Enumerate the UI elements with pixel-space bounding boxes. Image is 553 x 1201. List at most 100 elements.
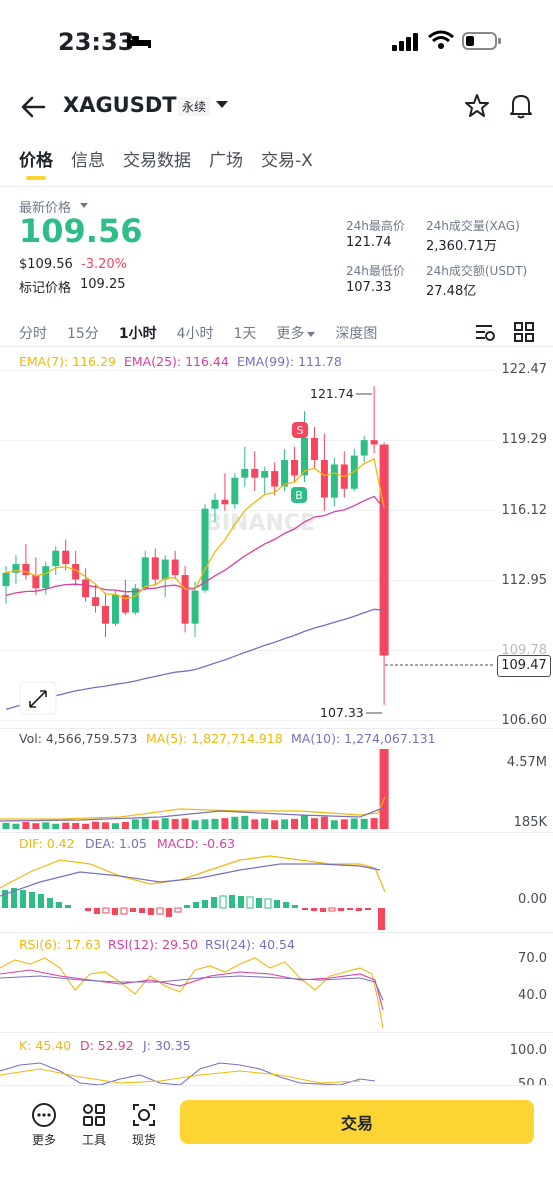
volume-bar bbox=[340, 819, 348, 829]
tab-price[interactable]: 价格 bbox=[19, 151, 53, 171]
volume-bar bbox=[281, 819, 289, 829]
volume-bar bbox=[231, 816, 239, 829]
volume-bar bbox=[191, 820, 199, 829]
sell-marker[interactable]: S bbox=[292, 422, 308, 438]
high-annotation-label: 121.74 bbox=[310, 386, 354, 401]
binance-watermark: BINANCE bbox=[205, 511, 315, 536]
kdj-j-line bbox=[0, 1062, 376, 1085]
volume-bar bbox=[320, 816, 328, 829]
current-price-tag[interactable]: 109.47 bbox=[497, 655, 551, 677]
buy-marker[interactable]: B bbox=[291, 487, 307, 503]
interval-more[interactable]: 更多 bbox=[276, 323, 316, 343]
candle-body bbox=[320, 460, 328, 498]
volume-bar bbox=[72, 823, 80, 829]
macd-axis-tick: 0.00 bbox=[518, 892, 547, 907]
volume-bar bbox=[261, 818, 269, 829]
price-axis-tick: 109.78 bbox=[501, 643, 548, 658]
candle-body bbox=[141, 557, 149, 589]
volume-bar bbox=[291, 818, 299, 829]
expand-chart-button[interactable] bbox=[19, 681, 57, 715]
candle-body bbox=[102, 605, 109, 624]
volume-24h-value: 2,360.71万 bbox=[426, 239, 497, 254]
volume-bar bbox=[82, 823, 90, 829]
interval-selector: 分时 15分 1小时 4小时 1天 更多 深度图 bbox=[19, 323, 397, 343]
candle-body bbox=[171, 559, 179, 576]
price-axis-tick: 106.60 bbox=[501, 713, 548, 728]
spot-label: 现货 bbox=[131, 1133, 156, 1147]
depth-chart-tab[interactable]: 深度图 bbox=[335, 326, 378, 342]
price-axis-tick: 122.47 bbox=[501, 362, 548, 377]
candle-body bbox=[121, 594, 129, 613]
volume-bar bbox=[102, 822, 109, 829]
rsi-axis-tick: 70.0 bbox=[518, 951, 547, 966]
last-price-label[interactable]: 最新价格 bbox=[19, 201, 72, 216]
ema99-label: EMA(99): 111.78 bbox=[237, 354, 342, 369]
interval-1h[interactable]: 1小时 bbox=[118, 326, 157, 342]
volume-bar bbox=[22, 821, 30, 829]
indicator-settings-icon[interactable] bbox=[474, 322, 496, 342]
candle-body bbox=[181, 575, 189, 624]
volume-bar bbox=[2, 822, 10, 829]
volume-bar bbox=[92, 821, 100, 829]
more-button[interactable]: 更多 bbox=[24, 1102, 64, 1148]
tools-button[interactable]: 工具 bbox=[74, 1102, 114, 1148]
interval-time-share[interactable]: 分时 bbox=[19, 326, 47, 342]
low-24h-value: 107.33 bbox=[346, 280, 392, 295]
more-caret-icon bbox=[307, 331, 316, 337]
interval-1d[interactable]: 1天 bbox=[233, 326, 257, 342]
kdj-d-label: D: 52.92 bbox=[80, 1038, 134, 1053]
volume-ma10-label: MA(10): 1,274,067.131 bbox=[291, 731, 436, 746]
interval-15m[interactable]: 15分 bbox=[67, 326, 99, 342]
active-tab-underline bbox=[26, 176, 46, 180]
candlestick-chart[interactable]: BINANCE 121.74 107.33 S B bbox=[0, 370, 553, 730]
volume-bar bbox=[121, 821, 129, 829]
candle-body bbox=[72, 563, 80, 580]
ema99-line bbox=[5, 608, 385, 711]
layout-grid-icon[interactable] bbox=[514, 322, 534, 342]
spot-button[interactable]: 现货 bbox=[124, 1102, 164, 1148]
rsi12-line bbox=[0, 969, 384, 1011]
tab-info[interactable]: 信息 bbox=[71, 151, 105, 171]
high-24h-value: 121.74 bbox=[346, 235, 392, 250]
volume-bar bbox=[151, 820, 159, 829]
tab-square[interactable]: 广场 bbox=[209, 151, 243, 171]
symbol-title[interactable]: XAGUSDT bbox=[63, 93, 177, 117]
volume-ma10-line bbox=[0, 806, 386, 822]
rsi-chart bbox=[0, 957, 384, 1029]
macd-dea-line bbox=[0, 863, 381, 897]
last-price: 109.56 bbox=[19, 212, 143, 250]
ema7-label: EMA(7): 116.29 bbox=[19, 354, 116, 369]
tabs-divider bbox=[0, 186, 553, 187]
notification-bell-icon[interactable] bbox=[508, 92, 534, 120]
candle-body bbox=[22, 563, 30, 576]
tools-label: 工具 bbox=[81, 1133, 106, 1147]
sell-marker-label: S bbox=[297, 424, 304, 437]
trade-button[interactable]: 交易 bbox=[180, 1100, 534, 1144]
candle-body bbox=[370, 440, 378, 445]
ema7-line bbox=[5, 457, 385, 600]
volume-bar bbox=[301, 814, 308, 829]
candle-body bbox=[310, 437, 318, 461]
volume-bar bbox=[12, 823, 20, 829]
volume-ma5-line bbox=[0, 796, 386, 820]
favorite-star-icon[interactable] bbox=[464, 93, 490, 119]
interval-divider bbox=[0, 346, 553, 347]
symbol-dropdown-caret-icon[interactable] bbox=[216, 101, 228, 108]
candle-body bbox=[82, 579, 90, 598]
candle-body bbox=[201, 508, 209, 591]
price-type-caret-icon[interactable] bbox=[80, 203, 88, 208]
volume-label: Vol: 4,566,759.573 bbox=[19, 731, 138, 746]
volume-ma5-label: MA(5): 1,827,714.918 bbox=[146, 731, 283, 746]
tab-trading-data[interactable]: 交易数据 bbox=[123, 151, 191, 171]
volume-chart bbox=[0, 749, 389, 829]
interval-4h[interactable]: 4小时 bbox=[176, 326, 214, 342]
mark-price-label: 标记价格 bbox=[19, 281, 72, 296]
macd-dif-line bbox=[0, 855, 386, 893]
candle-body bbox=[191, 590, 199, 624]
candle-body bbox=[291, 460, 299, 476]
volume-bar bbox=[111, 823, 119, 829]
candle-body bbox=[281, 460, 289, 487]
candle-body bbox=[92, 597, 100, 606]
tab-trade-x[interactable]: 交易-X bbox=[261, 151, 313, 171]
back-arrow-icon[interactable] bbox=[18, 92, 48, 122]
